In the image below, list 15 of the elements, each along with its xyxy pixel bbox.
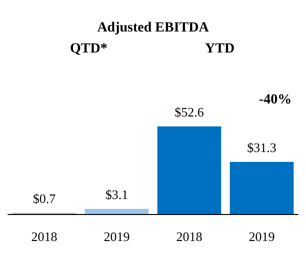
x-tick-label: 2019 <box>248 229 275 244</box>
x-tick-label: 2018 <box>176 229 202 244</box>
bar <box>157 126 222 214</box>
data-label: $52.6 <box>174 104 204 120</box>
x-tick-label: 2019 <box>104 229 130 244</box>
text: YTD <box>205 42 235 56</box>
text: -40% <box>258 92 292 108</box>
data-label: $3.1 <box>105 186 128 202</box>
text: QTD* <box>70 42 108 56</box>
bar <box>230 162 294 214</box>
chart-title: Adjusted EBITDA <box>97 20 210 36</box>
data-label: $0.7 <box>32 190 56 206</box>
x-tick-label: 2018 <box>31 229 58 244</box>
bar <box>84 208 149 214</box>
data-label: $31.3 <box>247 140 276 155</box>
